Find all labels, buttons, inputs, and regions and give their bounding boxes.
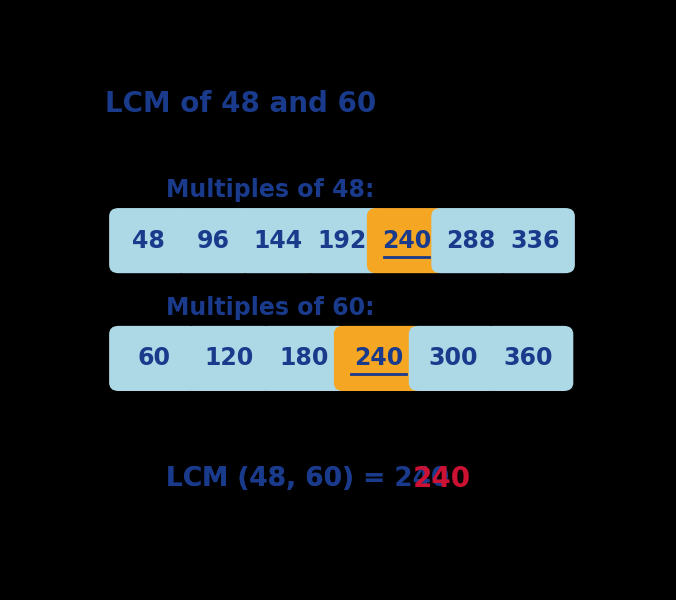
FancyBboxPatch shape [174, 208, 253, 273]
Text: 240: 240 [354, 346, 404, 370]
FancyBboxPatch shape [496, 208, 575, 273]
Text: 300: 300 [429, 346, 479, 370]
Text: 60: 60 [137, 346, 170, 370]
Text: 144: 144 [253, 229, 302, 253]
Text: LCM (48, 60) =: LCM (48, 60) = [166, 466, 394, 491]
Text: 240: 240 [382, 229, 431, 253]
FancyBboxPatch shape [109, 326, 199, 391]
FancyBboxPatch shape [334, 326, 423, 391]
Text: 120: 120 [204, 346, 254, 370]
FancyBboxPatch shape [302, 208, 381, 273]
FancyBboxPatch shape [484, 326, 573, 391]
FancyBboxPatch shape [367, 208, 446, 273]
Text: 96: 96 [197, 229, 230, 253]
FancyBboxPatch shape [409, 326, 498, 391]
Text: 48: 48 [132, 229, 165, 253]
FancyBboxPatch shape [259, 326, 349, 391]
Text: 336: 336 [510, 229, 560, 253]
Text: 192: 192 [317, 229, 366, 253]
FancyBboxPatch shape [184, 326, 274, 391]
Text: 180: 180 [279, 346, 329, 370]
Text: 288: 288 [446, 229, 496, 253]
FancyBboxPatch shape [238, 208, 317, 273]
FancyBboxPatch shape [431, 208, 510, 273]
FancyBboxPatch shape [109, 208, 188, 273]
Text: 240: 240 [413, 464, 471, 493]
Text: Multiples of 60:: Multiples of 60: [166, 296, 375, 320]
Text: LCM (48, 60) = 240: LCM (48, 60) = 240 [166, 466, 449, 491]
Text: 360: 360 [504, 346, 553, 370]
Text: Multiples of 48:: Multiples of 48: [166, 178, 374, 202]
Text: LCM of 48 and 60: LCM of 48 and 60 [105, 91, 377, 118]
